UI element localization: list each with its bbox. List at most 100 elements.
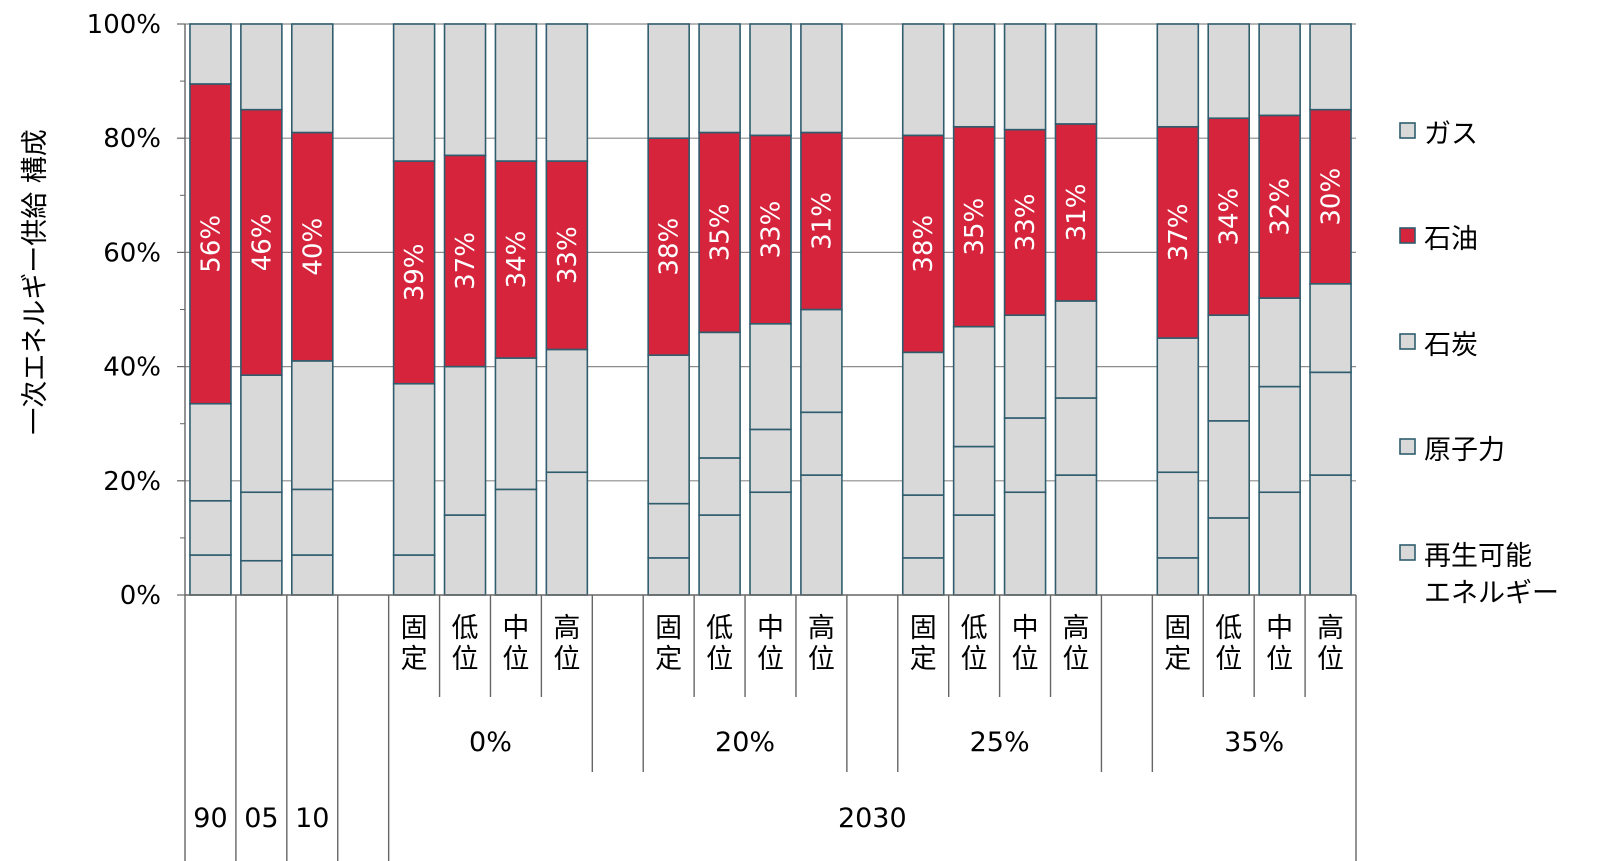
bar-segment xyxy=(1003,491,1047,596)
bar-segment xyxy=(698,131,741,334)
data-label: 39% xyxy=(400,243,430,301)
bar-segment xyxy=(1207,117,1251,317)
bar-segment xyxy=(1207,23,1251,120)
x-subcategory-label: 位 xyxy=(502,644,529,675)
x-subcategory-label: 位 xyxy=(808,644,835,675)
data-label: 30% xyxy=(1317,168,1347,226)
x-subcategory-label: 高 xyxy=(1062,613,1089,644)
bar-segment xyxy=(1258,297,1301,388)
y-tick-label: 100% xyxy=(87,10,161,40)
bar-segment xyxy=(647,137,690,356)
bar-segment xyxy=(1309,23,1352,111)
bar-segment xyxy=(749,428,792,494)
bar-segment xyxy=(952,445,996,516)
bar-segment xyxy=(545,471,589,596)
bar-segment xyxy=(1309,474,1352,596)
bar-segment xyxy=(392,23,436,162)
data-label: 35% xyxy=(706,204,736,262)
x-group-label: 20% xyxy=(715,727,775,758)
bar-segment xyxy=(1054,23,1098,125)
legend-swatch xyxy=(1399,438,1416,455)
bar-segment xyxy=(901,134,945,354)
bar-segment xyxy=(1258,23,1301,117)
bar-segment xyxy=(189,554,232,596)
bar-segment xyxy=(749,491,792,596)
bar-segment xyxy=(494,357,538,491)
data-label: 38% xyxy=(655,218,685,276)
bar-segment xyxy=(1207,314,1251,422)
data-label: 46% xyxy=(247,214,277,272)
bar-segment xyxy=(952,514,996,596)
data-label: 34% xyxy=(502,231,532,289)
bar-segment xyxy=(1003,417,1047,494)
x-subcategory-label: 固 xyxy=(401,613,428,644)
y-axis-label: 一次エネルギー供給 構成 xyxy=(20,129,51,435)
x-subcategory-label: 中 xyxy=(502,613,529,644)
bar-segment xyxy=(1003,128,1047,317)
bar-segment xyxy=(952,325,996,448)
x-subcategory-label: 位 xyxy=(553,644,580,675)
bar-segment xyxy=(240,491,283,562)
x-subcategory-label: 固 xyxy=(655,613,682,644)
bar-segment xyxy=(647,557,690,596)
legend-label: ガス xyxy=(1424,119,1478,150)
x-subcategory-label: 高 xyxy=(553,613,580,644)
bar-segment xyxy=(1309,283,1352,374)
y-tick-label: 40% xyxy=(103,353,161,383)
data-label: 35% xyxy=(960,198,990,256)
x-subcategory-label: 位 xyxy=(706,644,733,675)
bar-segment xyxy=(290,488,334,556)
bar-segment xyxy=(952,23,996,128)
bar-segment xyxy=(494,488,538,596)
x-subcategory-label: 固 xyxy=(1164,613,1191,644)
data-label: 31% xyxy=(1062,184,1092,242)
bar-segment xyxy=(290,554,334,596)
y-tick-label: 80% xyxy=(103,124,161,154)
data-label: 38% xyxy=(909,215,939,273)
x-subcategory-label: 高 xyxy=(808,613,835,644)
data-label: 32% xyxy=(1266,178,1296,236)
bar-segment xyxy=(189,499,232,556)
data-label: 56% xyxy=(196,215,226,273)
legend-swatch xyxy=(1399,544,1416,561)
bar-segment xyxy=(952,125,996,328)
x-subcategory-label: 定 xyxy=(655,644,682,675)
bar-segment xyxy=(901,557,945,596)
bar-segment xyxy=(1003,314,1047,419)
x-group-label: 0% xyxy=(469,727,512,758)
bar-segment xyxy=(443,23,487,157)
bar-segment xyxy=(189,83,232,405)
data-label: 33% xyxy=(757,201,787,259)
bar-segment xyxy=(494,23,538,162)
x-subcategory-label: 位 xyxy=(452,644,479,675)
y-tick-label: 20% xyxy=(103,467,161,497)
bar-segment xyxy=(1054,474,1098,596)
x-subcategory-label: 高 xyxy=(1317,613,1344,644)
x-subcategory-label: 中 xyxy=(757,613,784,644)
x-year-label: 10 xyxy=(295,803,329,834)
bar-segment xyxy=(240,108,283,376)
data-label: 40% xyxy=(298,218,328,276)
bar-segment xyxy=(1156,23,1200,128)
bar-segment xyxy=(647,502,690,559)
bar-segment xyxy=(189,23,232,85)
x-subcategory-label: 位 xyxy=(1215,644,1242,675)
x-subcategory-label: 定 xyxy=(401,644,428,675)
bar-segment xyxy=(1054,123,1098,302)
bar-segment xyxy=(290,23,334,134)
bar-segment xyxy=(240,23,283,111)
x-subcategory-label: 中 xyxy=(1266,613,1293,644)
bar-segment xyxy=(901,351,945,496)
bar-segment xyxy=(443,365,487,516)
bar-segment xyxy=(545,348,589,474)
bar-segment xyxy=(800,308,843,414)
data-label: 37% xyxy=(451,232,481,290)
x-group-label: 35% xyxy=(1224,727,1284,758)
bar-segment xyxy=(240,559,283,596)
bar-segment xyxy=(647,23,690,139)
data-label: 33% xyxy=(553,226,583,284)
y-tick-label: 60% xyxy=(103,238,161,268)
x-subcategory-label: 低 xyxy=(1215,613,1242,644)
